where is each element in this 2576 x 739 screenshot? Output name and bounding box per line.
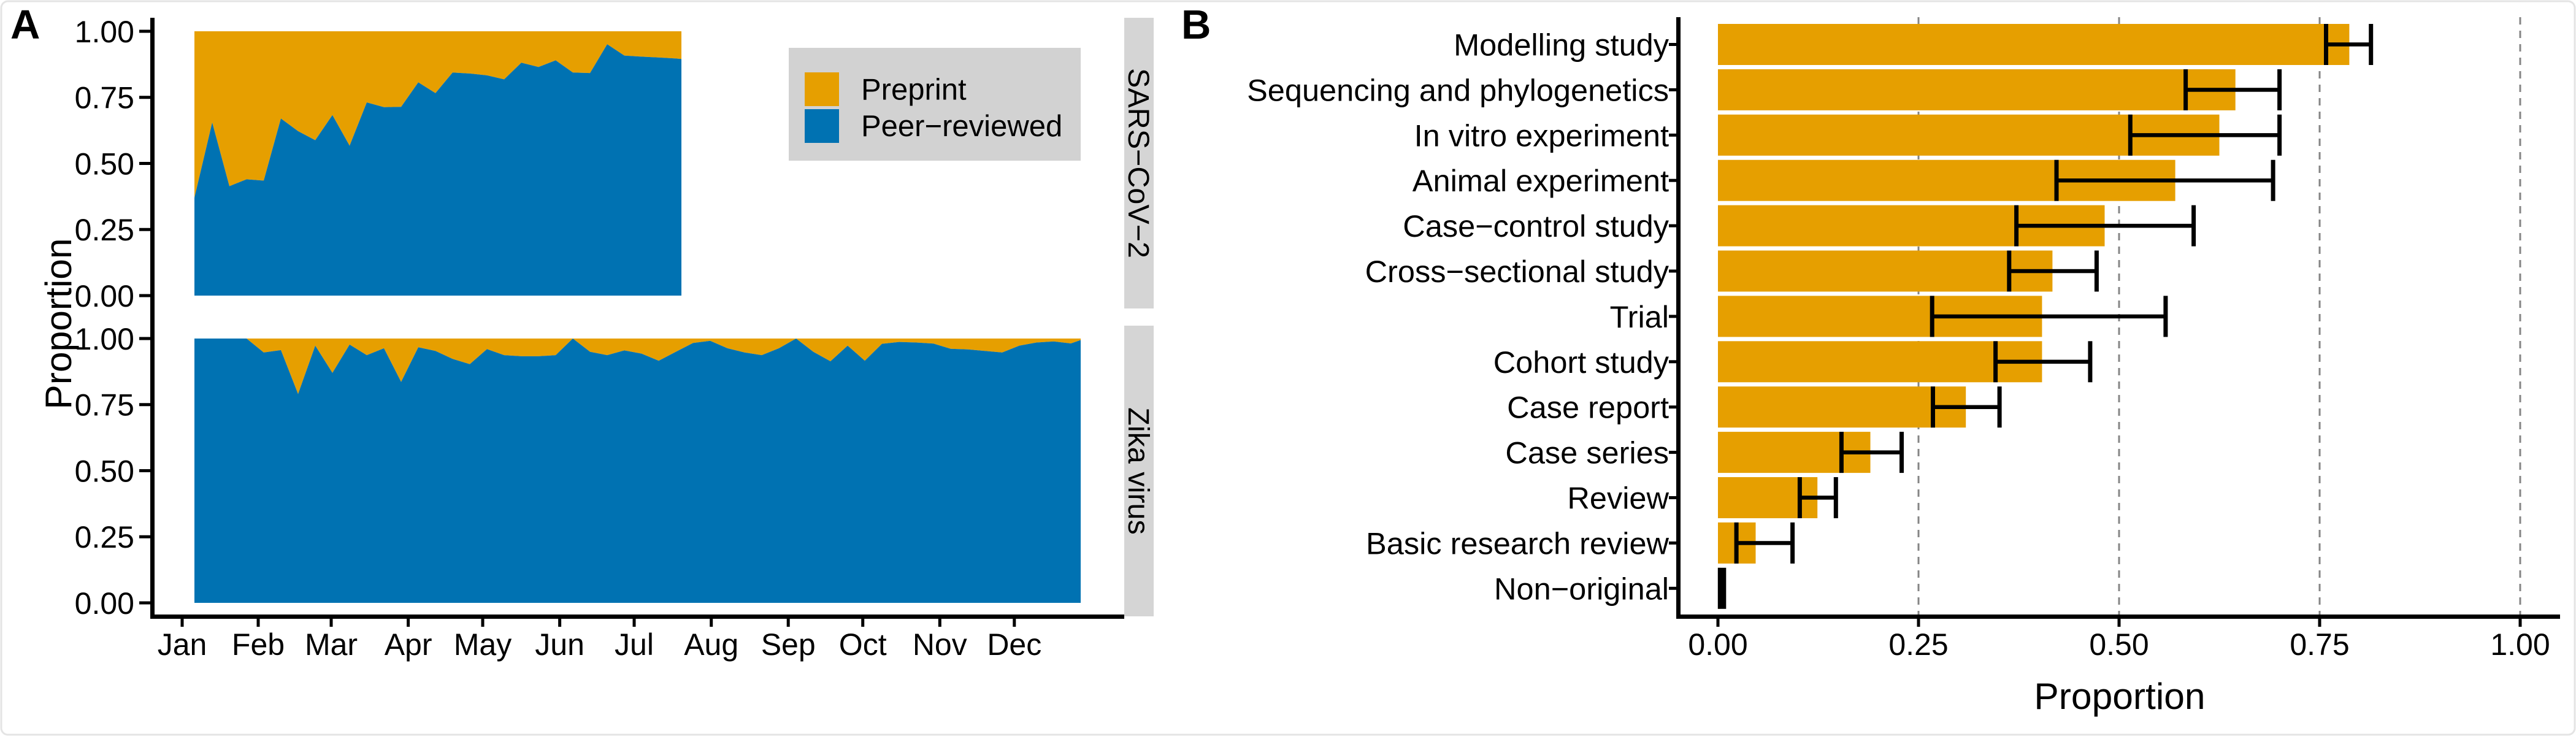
- svg-text:1.00: 1.00: [75, 15, 134, 49]
- svg-text:0.50: 0.50: [2089, 627, 2149, 662]
- svg-text:Apr: Apr: [385, 627, 432, 662]
- svg-text:Trial: Trial: [1610, 299, 1669, 334]
- svg-text:Basic research review: Basic research review: [1366, 526, 1669, 561]
- svg-text:B: B: [1181, 2, 1211, 48]
- svg-text:Mar: Mar: [305, 627, 358, 662]
- svg-text:0.75: 0.75: [2290, 627, 2349, 662]
- svg-text:0.75: 0.75: [75, 81, 134, 115]
- svg-text:Zika virus: Zika virus: [1122, 407, 1155, 535]
- svg-text:May: May: [454, 627, 512, 662]
- svg-text:Modelling study: Modelling study: [1454, 28, 1669, 63]
- svg-text:Proportion: Proportion: [37, 238, 79, 409]
- svg-text:In vitro experiment: In vitro experiment: [1414, 118, 1669, 153]
- svg-text:0.50: 0.50: [75, 454, 134, 488]
- svg-text:SARS−CoV−2: SARS−CoV−2: [1122, 68, 1155, 258]
- svg-text:Jul: Jul: [615, 627, 654, 662]
- svg-text:0.50: 0.50: [75, 147, 134, 181]
- svg-text:Sep: Sep: [761, 627, 816, 662]
- svg-text:Nov: Nov: [913, 627, 967, 662]
- svg-text:Proportion: Proportion: [2034, 675, 2205, 717]
- svg-text:Non−original: Non−original: [1494, 571, 1669, 606]
- svg-text:Jan: Jan: [158, 627, 207, 662]
- svg-text:Case−control study: Case−control study: [1403, 209, 1669, 243]
- svg-text:Preprint: Preprint: [861, 74, 967, 107]
- svg-text:0.25: 0.25: [75, 213, 134, 247]
- svg-text:Feb: Feb: [232, 627, 285, 662]
- svg-text:1.00: 1.00: [75, 322, 134, 356]
- svg-text:0.00: 0.00: [1688, 627, 1747, 662]
- svg-text:1.00: 1.00: [2490, 627, 2550, 662]
- svg-text:Dec: Dec: [987, 627, 1041, 662]
- svg-text:Peer−reviewed: Peer−reviewed: [861, 110, 1062, 143]
- svg-text:Aug: Aug: [684, 627, 738, 662]
- svg-text:0.00: 0.00: [75, 586, 134, 621]
- svg-text:Case series: Case series: [1505, 435, 1669, 470]
- svg-text:A: A: [10, 2, 40, 48]
- svg-text:Oct: Oct: [839, 627, 887, 662]
- svg-text:Review: Review: [1567, 481, 1669, 516]
- svg-text:Case report: Case report: [1507, 390, 1669, 425]
- svg-text:0.25: 0.25: [75, 520, 134, 554]
- svg-text:0.75: 0.75: [75, 388, 134, 423]
- svg-text:Cross−sectional study: Cross−sectional study: [1365, 254, 1669, 289]
- svg-text:Jun: Jun: [535, 627, 585, 662]
- svg-text:0.00: 0.00: [75, 279, 134, 313]
- svg-text:Sequencing and phylogenetics: Sequencing and phylogenetics: [1247, 72, 1669, 107]
- svg-text:Animal experiment: Animal experiment: [1413, 163, 1669, 198]
- svg-text:0.25: 0.25: [1888, 627, 1948, 662]
- svg-text:Cohort study: Cohort study: [1493, 345, 1669, 380]
